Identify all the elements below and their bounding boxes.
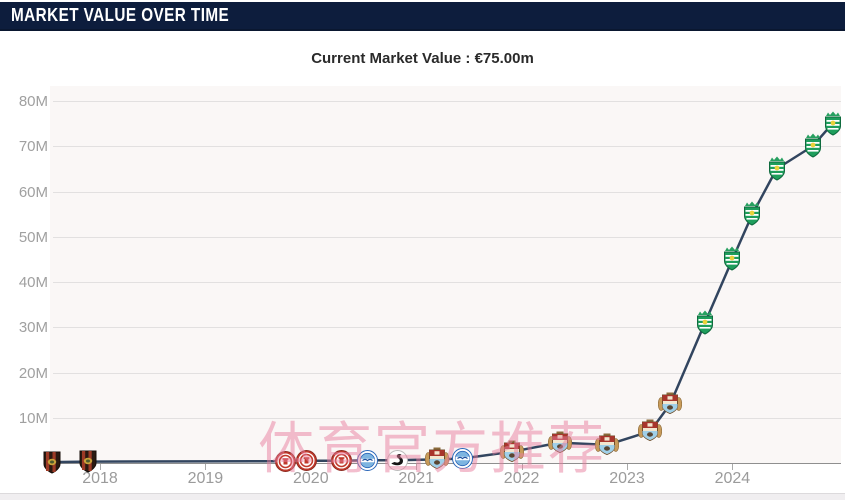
gridline <box>53 236 841 238</box>
crest-marker-brommapojkarna[interactable] <box>79 450 97 473</box>
crest-marker-brighton[interactable] <box>357 449 379 471</box>
brommapojkarna-crest-icon <box>79 450 97 473</box>
crest-marker-sporting-cp[interactable] <box>803 133 823 159</box>
footer-strip <box>0 493 845 500</box>
swansea-crest-icon <box>386 449 408 471</box>
x-axis-tick <box>100 464 101 470</box>
coventry-crest-icon <box>594 433 620 455</box>
x-axis-tick-label: 2020 <box>293 470 329 487</box>
brighton-crest-icon <box>452 447 474 469</box>
gridline <box>53 372 841 374</box>
st-pauli-crest-icon <box>296 450 318 472</box>
crest-marker-coventry[interactable] <box>658 392 683 416</box>
crest-marker-sporting-cp[interactable] <box>767 156 787 182</box>
coventry-crest-icon <box>425 447 450 470</box>
x-axis-tick <box>416 464 418 470</box>
gridline <box>53 417 841 419</box>
gridline <box>53 282 841 283</box>
sporting-cp-crest-icon <box>804 133 821 158</box>
crest-marker-sporting-cp[interactable] <box>695 310 715 336</box>
x-axis-tick-label: 2021 <box>398 470 434 487</box>
crest-marker-sporting-cp[interactable] <box>742 201 762 227</box>
gridline <box>53 327 841 329</box>
plot-area[interactable] <box>50 86 841 464</box>
sporting-cp-crest-icon <box>824 111 841 136</box>
crest-marker-coventry[interactable] <box>425 447 450 471</box>
crest-marker-st-pauli[interactable] <box>296 450 318 472</box>
y-axis-tick-label: 20M <box>18 364 48 382</box>
st-pauli-crest-icon <box>275 450 296 472</box>
x-axis-tick-label: 2018 <box>82 470 118 487</box>
crest-marker-coventry[interactable] <box>594 433 620 457</box>
x-axis-tick <box>205 464 207 470</box>
x-axis-tick <box>521 464 523 470</box>
y-axis-tick-label: 70M <box>18 138 48 156</box>
sporting-cp-crest-icon <box>696 310 713 335</box>
crest-marker-sporting-cp[interactable] <box>722 246 742 272</box>
x-axis-tick-label: 2022 <box>503 470 540 487</box>
current-market-value-label: Current Market Value : €75.00m <box>311 50 534 67</box>
crest-marker-brommapojkarna[interactable] <box>43 451 61 474</box>
y-axis-tick-label: 40M <box>18 274 48 291</box>
brighton-crest-icon <box>357 449 379 471</box>
y-axis-tick-label: 60M <box>18 183 48 201</box>
st-pauli-crest-icon <box>330 450 352 472</box>
y-axis-tick-label: 80M <box>18 93 48 110</box>
crest-marker-sporting-cp[interactable] <box>823 111 843 137</box>
crest-marker-coventry[interactable] <box>547 431 572 455</box>
y-axis-tick-label: 50M <box>18 228 48 246</box>
gridline <box>53 191 841 193</box>
gridline <box>53 101 841 102</box>
y-axis-tick-label: 10M <box>18 409 48 427</box>
gridline <box>53 146 841 148</box>
crest-marker-brighton[interactable] <box>452 447 474 469</box>
crest-marker-swansea[interactable] <box>386 449 408 471</box>
crest-marker-coventry[interactable] <box>500 440 525 464</box>
x-axis-tick-label: 2024 <box>714 470 751 487</box>
crest-marker-st-pauli[interactable] <box>275 450 296 472</box>
sporting-cp-crest-icon <box>724 246 741 271</box>
x-axis-tick-label: 2023 <box>609 470 645 487</box>
x-axis-tick <box>627 464 628 470</box>
coventry-crest-icon <box>638 419 663 442</box>
x-axis-tick <box>732 464 734 470</box>
coventry-crest-icon <box>547 431 572 453</box>
sporting-cp-crest-icon <box>744 201 761 226</box>
coventry-crest-icon <box>500 440 525 462</box>
sporting-cp-crest-icon <box>768 156 785 181</box>
crest-marker-coventry[interactable] <box>638 419 663 443</box>
section-title: MARKET VALUE OVER TIME <box>11 5 230 25</box>
brommapojkarna-crest-icon <box>43 451 61 474</box>
x-axis-tick-label: 2019 <box>187 470 224 487</box>
coventry-crest-icon <box>658 392 683 415</box>
crest-marker-st-pauli[interactable] <box>330 450 352 472</box>
y-axis-tick-label: 30M <box>18 319 48 337</box>
section-header-bar: MARKET VALUE OVER TIME <box>0 2 845 31</box>
